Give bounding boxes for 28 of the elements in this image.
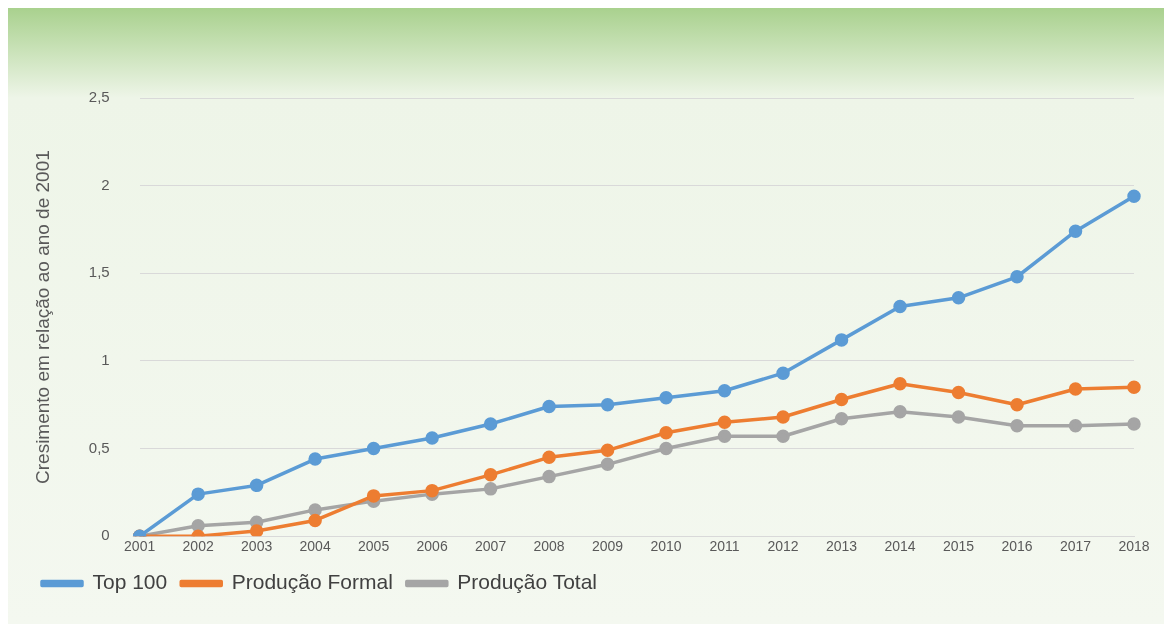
y-tick-label: 0 — [101, 526, 110, 544]
x-tick-label: 2008 — [533, 538, 565, 555]
x-tick-label: 2003 — [241, 538, 273, 555]
y-tick-label: 2 — [101, 175, 110, 193]
x-tick-label: 2011 — [709, 538, 740, 555]
x-tick-label: 2005 — [358, 538, 390, 555]
x-tick-label: 2013 — [825, 538, 858, 555]
y-tick-label: 0,5 — [88, 438, 110, 456]
x-tick-label: 2014 — [884, 538, 916, 555]
y-tick-label: 2,5 — [88, 88, 110, 106]
x-tick-label: 2012 — [767, 538, 799, 555]
x-tick-label: 2015 — [942, 538, 975, 555]
x-tick-label: 2001 — [124, 538, 156, 555]
x-tick-label: 2018 — [1118, 538, 1150, 555]
x-tick-label: 2004 — [299, 538, 331, 555]
y-tick-label: 1,5 — [88, 263, 110, 281]
x-tick-label: 2006 — [416, 538, 448, 555]
x-tick-label: 2017 — [1059, 538, 1092, 555]
x-tick-label: 2016 — [1001, 538, 1033, 555]
y-axis-title: Cresimento em relação ao ano de 2001 — [31, 150, 53, 484]
x-tick-label: 2002 — [182, 538, 214, 555]
x-tick-label: 2007 — [475, 538, 507, 555]
legend-label: Top 100 — [92, 570, 168, 594]
x-tick-label: 2009 — [592, 538, 624, 555]
legend-label: Produção Total — [457, 570, 598, 594]
y-tick-label: 1 — [101, 351, 110, 369]
legend-label: Produção Formal — [231, 570, 393, 594]
x-tick-label: 2010 — [650, 538, 682, 555]
